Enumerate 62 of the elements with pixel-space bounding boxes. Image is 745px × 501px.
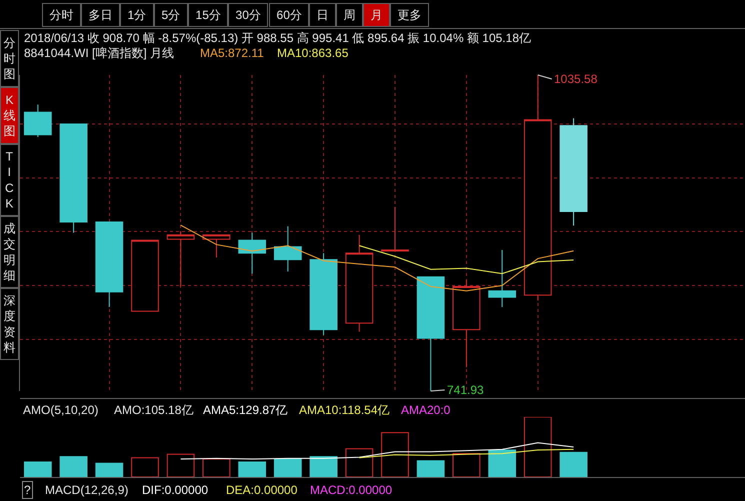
text: MA5:872.11	[200, 46, 264, 60]
annotation: 741.93	[447, 383, 484, 397]
candlestick	[345, 234, 374, 332]
category-label: 日	[316, 8, 328, 22]
legend-label: MACD:0.00000	[310, 483, 392, 497]
bar	[24, 462, 52, 477]
bar	[452, 453, 480, 477]
candlestick	[238, 232, 266, 274]
category-label: 更多	[398, 8, 422, 22]
category-label: 月	[370, 8, 382, 22]
category-label: K线图	[4, 92, 16, 138]
bar	[202, 458, 230, 477]
category-label: 分时图	[4, 36, 16, 82]
legend-label: DEA:0.00000	[226, 483, 298, 497]
category-label: TICK	[5, 150, 14, 210]
bar	[166, 454, 195, 477]
bar	[416, 460, 445, 477]
candlestick	[131, 240, 159, 312]
legend-label: DIF:0.00000	[142, 483, 208, 497]
candlestick	[202, 234, 230, 258]
text: MA10:863.65	[277, 46, 349, 60]
text: MACD(12,26,9)	[45, 483, 128, 497]
category-label: 分时	[50, 8, 74, 22]
category-label: 1分	[128, 8, 146, 22]
candlestick	[452, 280, 480, 368]
category-label: 多日	[88, 8, 112, 22]
candlestick	[488, 249, 516, 308]
bar	[95, 462, 124, 477]
chart-title: AMO(5,10,20)	[23, 403, 98, 417]
candlestick	[560, 118, 588, 226]
category-label: 15分	[196, 8, 221, 22]
annotation: AMO:105.18亿	[114, 403, 194, 417]
text: AMA10:118.54亿	[299, 403, 390, 417]
candlestick	[381, 206, 409, 252]
category-label: 5分	[162, 8, 180, 22]
candlestick	[274, 226, 302, 272]
bar	[488, 450, 516, 477]
legend-label: AMA20:0	[401, 403, 451, 417]
bar	[381, 432, 409, 477]
category-label: 深度资料	[4, 294, 16, 354]
bar	[310, 456, 338, 477]
chart-subtitle: 2018/06/13 收 908.70 幅 -8.57%(-85.13) 开 988.55 高 995.41 低 895.64 振 10.04% 额 105.18亿	[24, 31, 531, 45]
bar	[274, 458, 302, 477]
candlestick	[95, 221, 124, 308]
candlestick	[166, 231, 195, 288]
bar	[560, 452, 588, 477]
category-label: 成交明细	[4, 222, 16, 282]
bar	[238, 462, 266, 477]
bar	[524, 417, 552, 477]
category-label: 30分	[236, 8, 261, 22]
candlestick	[416, 276, 445, 391]
bar	[60, 456, 88, 477]
annotation: 1035.58	[554, 72, 598, 86]
text: AMA5:129.87亿	[203, 403, 288, 417]
chart-title: 8841044.WI [啤酒指数] 月线	[24, 46, 174, 60]
candlestick	[24, 104, 52, 138]
candlestick	[310, 252, 338, 336]
category-label: 周	[344, 8, 356, 22]
candlestick	[60, 124, 88, 234]
category-label: 60分	[276, 8, 302, 22]
bar	[345, 448, 374, 477]
bar	[131, 457, 159, 477]
